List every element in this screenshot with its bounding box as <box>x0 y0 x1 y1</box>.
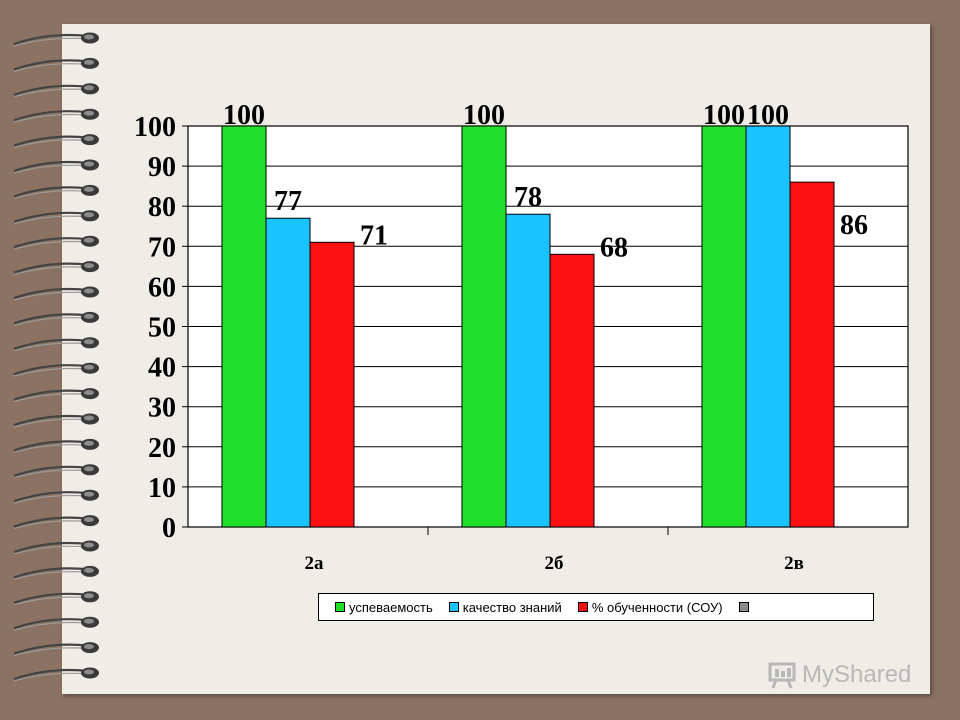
watermark: MyShared <box>766 655 911 695</box>
spiral-ring <box>13 159 99 174</box>
bar <box>549 253 595 528</box>
chart-legend: успеваемость качество знаний % обученности… <box>318 593 874 621</box>
spiral-ring <box>13 642 99 657</box>
legend-label: успеваемость <box>349 599 433 615</box>
legend-label: качество знаний <box>462 599 562 615</box>
legend-swatch <box>448 602 459 612</box>
data-label: 78 <box>514 182 542 213</box>
legend-label: % обученности (СОУ) <box>591 599 723 615</box>
bar <box>505 213 551 528</box>
data-label: 71 <box>360 220 388 251</box>
bar <box>309 241 355 528</box>
watermark-text: MyShared <box>802 661 912 688</box>
data-label: 77 <box>274 186 302 217</box>
spiral-ring <box>13 438 99 453</box>
spiral-ring <box>13 667 99 682</box>
bar <box>265 217 311 528</box>
spiral-ring <box>13 616 99 631</box>
data-label: 68 <box>600 232 628 263</box>
spiral-ring <box>13 57 99 72</box>
legend-swatch <box>577 602 588 612</box>
spiral-ring <box>13 134 99 149</box>
y-tick-label: 10 <box>148 473 176 504</box>
bar <box>221 125 267 528</box>
data-label: 100 <box>463 100 505 131</box>
x-tick-label: 2а <box>305 553 325 574</box>
spiral-ring <box>13 210 99 225</box>
y-tick-label: 60 <box>148 272 176 303</box>
legend-entry: успеваемость <box>335 600 433 615</box>
legend-entry: % обученности (СОУ) <box>577 599 723 615</box>
spiral-ring <box>13 83 99 98</box>
legend-entry <box>738 602 753 612</box>
data-label: 100 <box>223 100 265 131</box>
spiral-ring <box>13 337 99 352</box>
spiral-ring <box>13 261 99 276</box>
spiral-ring <box>13 464 99 479</box>
spiral-ring <box>13 235 99 250</box>
y-tick-label: 30 <box>148 393 176 424</box>
data-label: 86 <box>840 210 868 241</box>
legend-swatch <box>335 602 345 612</box>
spiral-binding <box>13 32 99 682</box>
legend-entry: качество знаний <box>448 599 562 615</box>
y-tick-label: 0 <box>162 513 176 544</box>
spiral-ring <box>13 184 99 199</box>
y-tick-label: 90 <box>148 152 176 183</box>
spiral-ring <box>13 591 99 606</box>
spiral-ring <box>13 413 99 428</box>
y-tick-label: 20 <box>148 433 176 464</box>
spiral-ring <box>13 489 99 504</box>
spiral-ring <box>13 108 99 123</box>
bar <box>745 125 791 528</box>
spiral-ring <box>13 515 99 530</box>
bar <box>461 125 507 528</box>
y-tick-label: 70 <box>148 232 176 263</box>
y-tick-label: 100 <box>134 112 176 143</box>
data-label: 100 <box>703 100 745 131</box>
spiral-ring <box>13 311 99 326</box>
y-tick-label: 50 <box>148 313 176 344</box>
presentation-board-icon <box>768 662 796 689</box>
x-tick-label: 2б <box>545 553 564 574</box>
y-tick-label: 40 <box>148 353 176 384</box>
y-tick-label: 80 <box>148 192 176 223</box>
legend-swatch <box>738 602 749 612</box>
spiral-ring <box>13 362 99 377</box>
spiral-ring <box>13 32 99 47</box>
data-label: 100 <box>747 100 789 131</box>
spiral-ring <box>13 286 99 301</box>
bar <box>789 181 835 528</box>
spiral-ring <box>13 388 99 403</box>
bar <box>701 125 747 528</box>
spiral-ring <box>13 540 99 555</box>
x-tick-label: 2в <box>784 553 804 574</box>
spiral-ring <box>13 565 99 580</box>
